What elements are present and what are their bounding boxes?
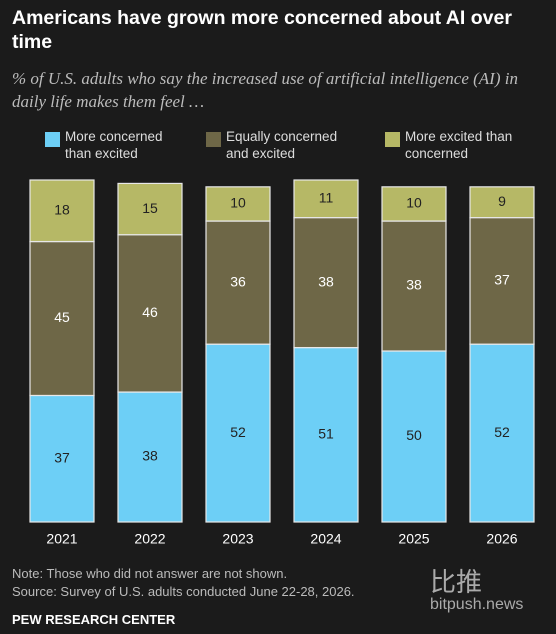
note: Note: Those who did not answer are not s… xyxy=(12,566,288,581)
legend-item: More concerned than excited xyxy=(45,128,180,162)
bar-segment xyxy=(117,391,183,523)
bar-segment xyxy=(469,343,535,523)
bar-segment xyxy=(293,217,359,349)
bar-segment xyxy=(117,182,183,236)
bar-segment xyxy=(469,186,535,219)
legend-item: Equally concerned and excited xyxy=(206,128,341,162)
legend-label: More concerned than excited xyxy=(65,129,163,161)
bar-segment xyxy=(381,186,447,222)
legend-swatch xyxy=(45,132,60,147)
data-label: 10 xyxy=(406,195,422,211)
data-label: 37 xyxy=(494,272,510,288)
data-label: 38 xyxy=(142,448,158,464)
watermark-name: 比推 xyxy=(430,567,483,597)
bar-segment xyxy=(29,240,95,397)
bar-segment xyxy=(469,217,535,345)
data-label: 52 xyxy=(494,424,510,440)
data-label: 46 xyxy=(142,304,158,320)
data-label: 11 xyxy=(319,190,334,206)
legend-label: Equally concerned and excited xyxy=(226,129,338,161)
data-label: 36 xyxy=(230,273,246,289)
x-tick-label: 2025 xyxy=(398,531,429,547)
data-label: 15 xyxy=(142,200,158,216)
legend-item: More excited than concerned xyxy=(385,128,520,162)
data-label: 51 xyxy=(318,425,334,441)
bar-segment xyxy=(205,186,271,222)
bar-segment xyxy=(381,220,447,352)
data-label: 38 xyxy=(406,277,422,293)
bar-segment xyxy=(29,394,95,523)
data-label: 9 xyxy=(498,193,506,209)
legend-label: More excited than concerned xyxy=(405,129,513,161)
data-label: 18 xyxy=(54,201,70,217)
data-label: 45 xyxy=(54,309,70,325)
legend-swatch xyxy=(385,132,400,147)
data-label: 37 xyxy=(54,449,70,465)
watermark-site: bitpush.news xyxy=(430,596,524,613)
brand: PEW RESEARCH CENTER xyxy=(12,612,176,627)
data-label: 38 xyxy=(318,273,334,289)
data-label: 50 xyxy=(406,427,422,443)
bar-segment xyxy=(293,346,359,523)
x-tick-label: 2022 xyxy=(134,531,165,547)
bar-segment xyxy=(29,179,95,243)
bar-segment xyxy=(205,220,271,345)
data-label: 52 xyxy=(230,424,246,440)
x-tick-label: 2021 xyxy=(46,531,77,547)
chart-title: Americans have grown more concerned abou… xyxy=(12,7,512,53)
legend-swatch xyxy=(206,132,221,147)
x-tick-label: 2026 xyxy=(486,531,517,547)
chart-subtitle: % of U.S. adults who say the increased u… xyxy=(12,69,518,111)
bar-segment xyxy=(293,179,359,219)
x-tick-label: 2024 xyxy=(310,531,341,547)
source: Source: Survey of U.S. adults conducted … xyxy=(12,584,355,599)
data-label: 10 xyxy=(230,195,246,211)
x-tick-label: 2023 xyxy=(222,531,253,547)
bar-segment xyxy=(117,234,183,393)
